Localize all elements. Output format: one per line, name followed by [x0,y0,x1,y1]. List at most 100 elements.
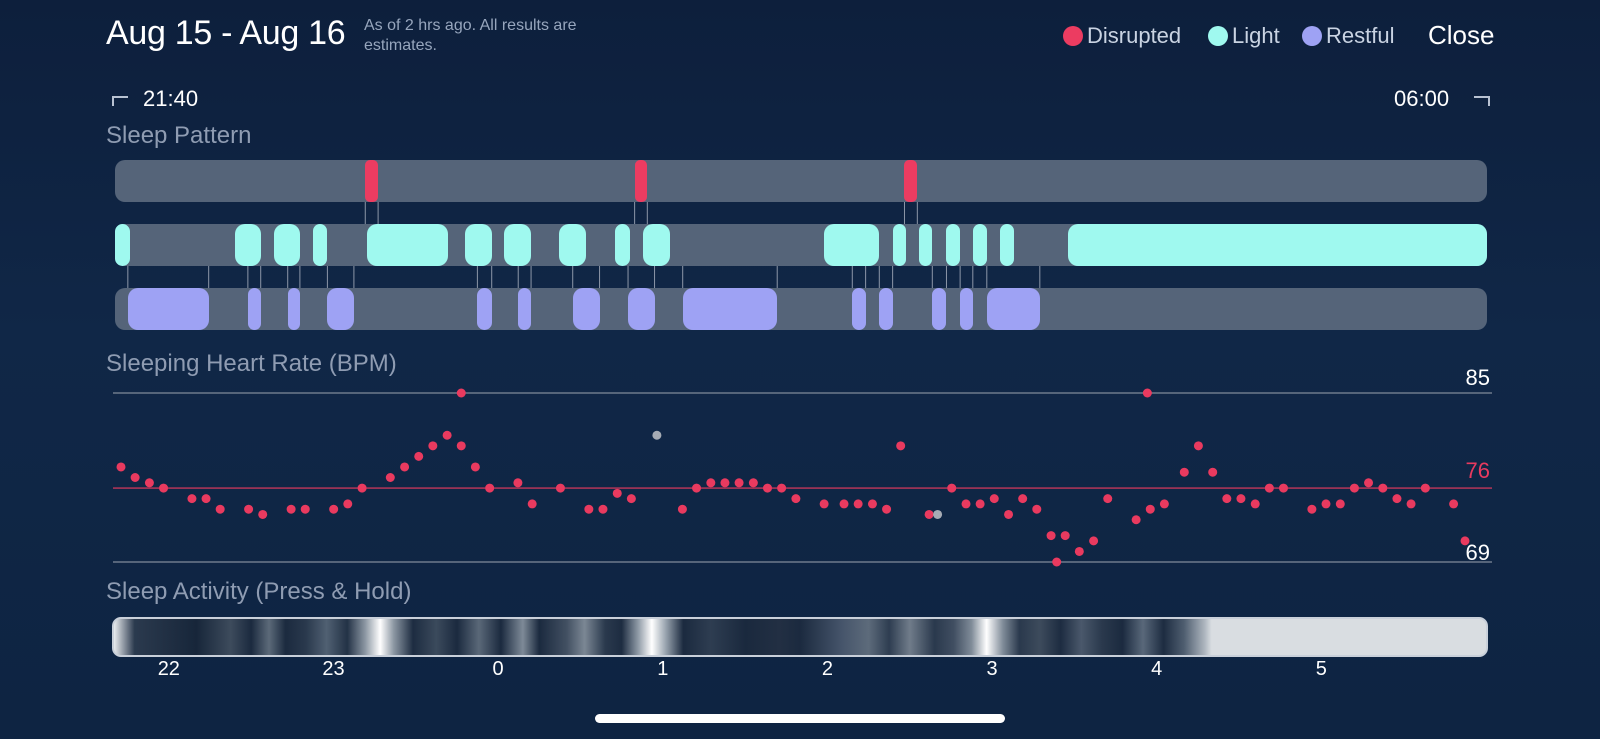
heart-rate-point [1222,494,1232,504]
close-button[interactable]: Close [1428,20,1495,50]
time-axis-label: 3 [986,658,998,680]
heart-rate-point [1046,531,1056,541]
home-indicator[interactable] [595,714,1005,723]
heart-rate-extreme-point [1142,388,1152,398]
heart-rate-point [1004,509,1014,519]
heart-rate-point [1378,483,1388,493]
heart-rate-point [1032,504,1042,514]
heart-rate-point [1208,467,1218,477]
time-axis-label: 5 [1315,658,1327,680]
heart-rate-point [947,483,957,493]
heart-rate-point [428,441,438,451]
heart-rate-point [598,504,608,514]
light-segment [1068,224,1487,266]
heart-rate-point [1321,499,1331,509]
heart-rate-point [1145,504,1155,514]
time-axis-label: 2 [821,658,833,680]
heart-rate-point [706,478,716,488]
heart-rate-point [555,483,565,493]
y-average-label: 76 [1466,458,1490,483]
heart-rate-point [400,462,410,472]
restful-segment [986,288,1040,330]
heart-rate-point [1250,499,1260,509]
heart-rate-point [626,494,636,504]
sleep-activity-heading: Sleep Activity (Press & Hold) [106,578,412,605]
heart-rate-point [485,483,495,493]
heart-rate-point [329,504,339,514]
heart-rate-point [1089,536,1099,546]
time-axis-label: 22 [157,658,180,680]
sleep-pattern-heading: Sleep Pattern [106,122,252,149]
disrupted-segment [365,160,379,202]
restful-segment [852,288,866,330]
heart-rate-point [130,473,140,482]
heart-rate-point [286,504,296,514]
restful-track[interactable] [115,288,1487,330]
light-segment [313,224,328,266]
heart-rate-point [187,494,197,504]
heart-rate-point [1060,531,1070,541]
heart-rate-point [777,483,787,493]
heart-rate-point [1406,499,1416,509]
heart-rate-point [839,499,849,509]
light-segment [615,224,630,266]
heart-rate-point [896,441,906,451]
restful-segment [247,288,261,330]
disrupted-segment [634,160,648,202]
light-segment [824,224,880,266]
heart-rate-point [1179,467,1189,477]
heart-rate-point [1018,494,1028,504]
disrupted-dot-icon [1063,26,1083,46]
heart-rate-extreme-point [456,388,466,398]
restful-segment [477,288,492,330]
restful-segment [879,288,893,330]
heart-rate-point [1131,515,1141,525]
heart-rate-point [819,499,829,509]
heart-rate-point [1420,483,1430,493]
light-segment [999,224,1014,266]
heart-rate-heading: Sleeping Heart Rate (BPM) [106,350,397,377]
disrupted-segment [904,160,918,202]
heart-rate-point [924,509,934,519]
sleep-activity-bar[interactable] [112,617,1488,657]
heart-rate-point [1364,478,1374,488]
heart-rate-point [652,430,662,440]
light-segment [464,224,492,266]
legend-label: Restful [1326,23,1395,48]
heart-rate-point [1236,494,1246,504]
legend-disrupted: Disrupted [1063,20,1181,52]
heart-rate-point [961,499,971,509]
legend-light: Light [1208,20,1280,52]
heart-rate-point [414,451,424,461]
time-axis-label: 23 [322,658,345,680]
heart-rate-point [116,462,126,472]
disrupted-track[interactable] [115,160,1487,202]
heart-rate-point [215,504,225,514]
light-segment [642,224,670,266]
heart-rate-point [385,473,395,482]
heart-rate-point [933,509,943,519]
heart-rate-point [1264,483,1274,493]
heart-rate-point [1307,504,1317,514]
heart-rate-point [989,494,999,504]
heart-rate-point [258,509,268,519]
heart-rate-point [1392,494,1402,504]
heart-rate-point [1349,483,1359,493]
light-segment [919,224,933,266]
heart-rate-point [144,478,154,488]
light-track[interactable] [115,224,1487,266]
time-axis-label: 4 [1151,658,1163,680]
light-segment [115,224,130,266]
restful-segment [628,288,655,330]
heart-rate-point [456,441,466,451]
light-segment [504,224,532,266]
heart-rate-point [1460,536,1470,546]
heart-rate-point [1159,499,1169,509]
heart-rate-point [1278,483,1288,493]
restful-segment [682,288,778,330]
restful-dot-icon [1302,26,1322,46]
restful-segment [572,288,600,330]
time-axis-label: 1 [657,658,669,680]
date-range-title: Aug 15 - Aug 16 [106,14,346,52]
